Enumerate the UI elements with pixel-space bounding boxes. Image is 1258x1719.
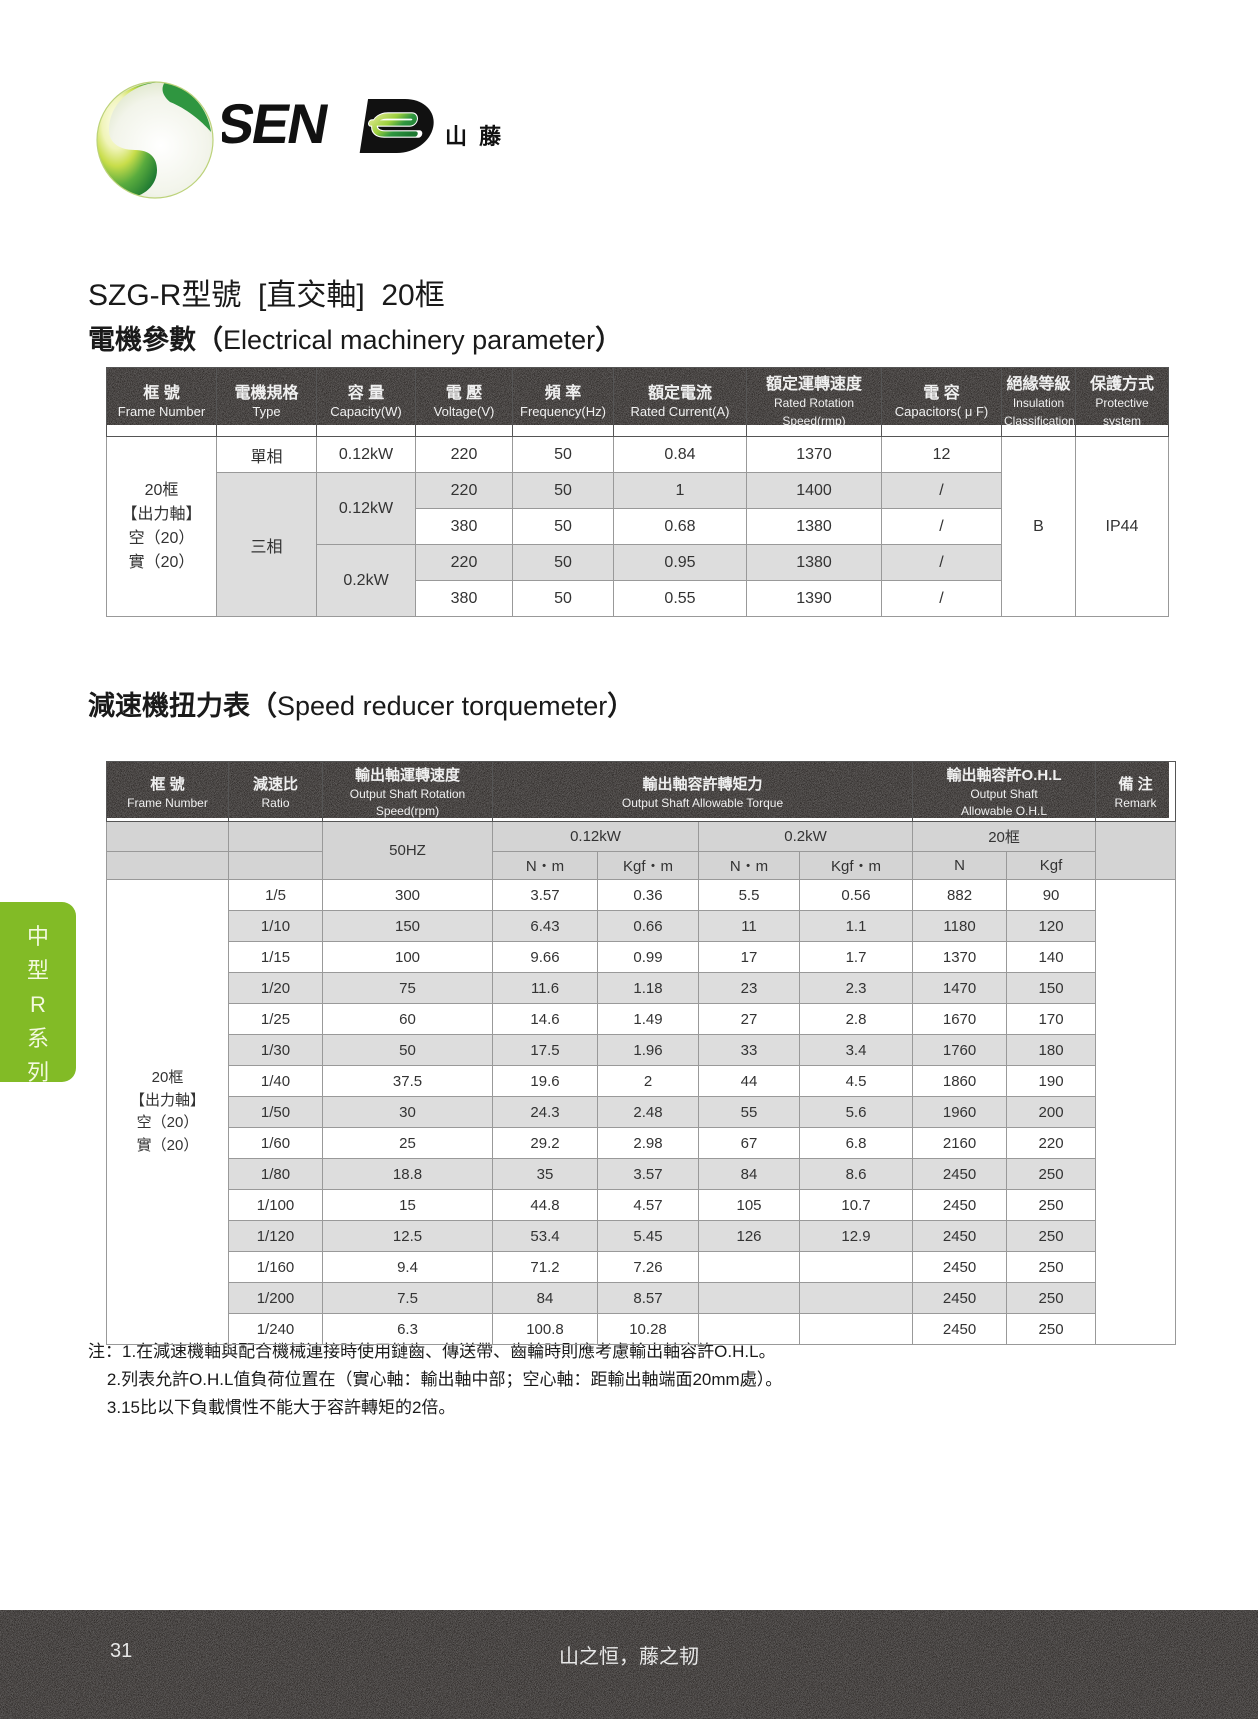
svg-text:SEN: SEN <box>222 97 332 155</box>
